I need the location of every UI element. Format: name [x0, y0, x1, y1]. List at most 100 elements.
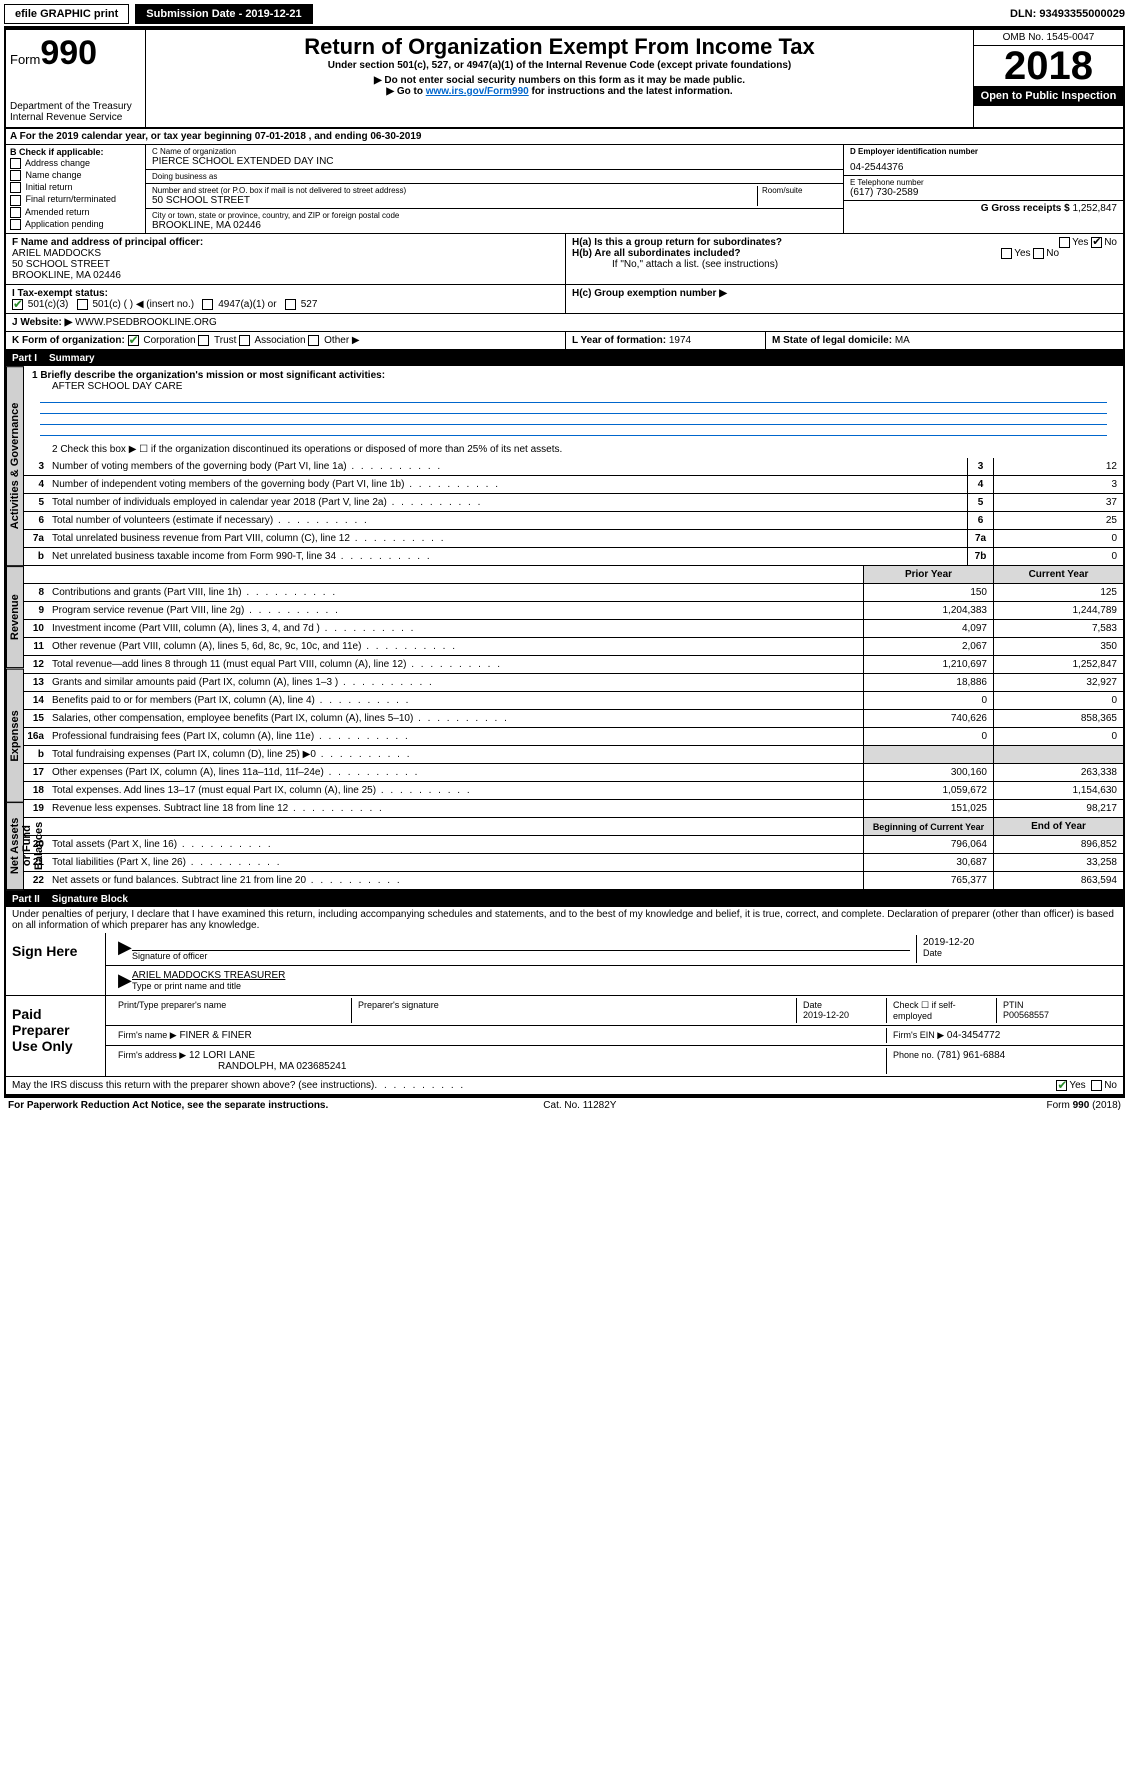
hb-note: If "No," attach a list. (see instruction… [572, 259, 1117, 270]
open-public: Open to Public Inspection [974, 86, 1123, 106]
discuss-yes[interactable] [1056, 1080, 1067, 1091]
addr-label: Number and street (or P.O. box if mail i… [152, 186, 757, 195]
chk-corp[interactable] [128, 335, 139, 346]
firm-name: FINER & FINER [179, 1030, 251, 1041]
form-prefix: Form [10, 52, 40, 67]
domicile: MA [895, 335, 910, 346]
prep-sig-h: Preparer's signature [352, 998, 797, 1023]
footer-right: Form 990 (2018) [1047, 1100, 1121, 1111]
form-org-label: K Form of organization: [12, 335, 125, 346]
chk-501c3[interactable] [12, 299, 23, 310]
efile-button[interactable]: efile GRAPHIC print [4, 4, 129, 24]
chk-final-return[interactable]: Final return/terminated [10, 194, 141, 205]
chk-address-change[interactable]: Address change [10, 158, 141, 169]
box-b-label: B Check if applicable: [10, 147, 141, 157]
sig-date-label: Date [923, 948, 1111, 958]
side-expenses: Expenses [6, 669, 24, 803]
chk-4947[interactable] [202, 299, 213, 310]
irs-label: Internal Revenue Service [10, 112, 141, 123]
tax-status-label: I Tax-exempt status: [12, 288, 108, 299]
officer-addr2: BROOKLINE, MA 02446 [12, 270, 559, 281]
domicile-label: M State of legal domicile: [772, 335, 892, 346]
entity-block: B Check if applicable: Address change Na… [4, 145, 1125, 234]
website-value: WWW.PSEDBROOKLINE.ORG [75, 317, 217, 328]
officer-typed: ARIEL MADDOCKS TREASURER [132, 970, 1111, 981]
chk-assoc[interactable] [239, 335, 250, 346]
footer-left: For Paperwork Reduction Act Notice, see … [8, 1100, 328, 1111]
room-label: Room/suite [762, 186, 837, 195]
chk-app-pending[interactable]: Application pending [10, 219, 141, 230]
submission-date: Submission Date - 2019-12-21 [135, 4, 312, 24]
mission-text: AFTER SCHOOL DAY CARE [32, 381, 1115, 392]
officer-group-row: F Name and address of principal officer:… [4, 234, 1125, 285]
hdr-end: End of Year [993, 818, 1123, 835]
officer-name: ARIEL MADDOCKS [12, 248, 559, 259]
ha-label: H(a) Is this a group return for subordin… [572, 237, 782, 248]
firm-ein: 04-3454772 [947, 1030, 1000, 1041]
side-netassets: Net Assets or Fund Balances [6, 802, 24, 890]
city-label: City or town, state or province, country… [152, 211, 837, 220]
page-footer: For Paperwork Reduction Act Notice, see … [4, 1096, 1125, 1113]
form-number: 990 [40, 34, 97, 72]
top-bar: efile GRAPHIC print Submission Date - 20… [4, 4, 1125, 28]
form-title: Return of Organization Exempt From Incom… [150, 34, 969, 60]
hb-no[interactable] [1033, 248, 1044, 259]
sig-date: 2019-12-20 [923, 937, 1111, 948]
ssn-note: ▶ Do not enter social security numbers o… [150, 75, 969, 86]
chk-527[interactable] [285, 299, 296, 310]
form-subtitle: Under section 501(c), 527, or 4947(a)(1)… [150, 60, 969, 71]
hb-yes[interactable] [1001, 248, 1012, 259]
ein-value: 04-2544376 [850, 162, 1117, 173]
year-formation: 1974 [669, 335, 691, 346]
dept-treasury: Department of the Treasury [10, 101, 141, 112]
ha-yes[interactable] [1059, 237, 1070, 248]
form-header: Form990 Department of the Treasury Inter… [4, 28, 1125, 129]
hc-label: H(c) Group exemption number ▶ [572, 288, 727, 299]
irs-link[interactable]: www.irs.gov/Form990 [426, 86, 529, 97]
ha-no[interactable] [1091, 237, 1102, 248]
perjury-text: Under penalties of perjury, I declare th… [4, 907, 1125, 933]
chk-name-change[interactable]: Name change [10, 170, 141, 181]
org-name-label: C Name of organization [152, 147, 837, 156]
officer-label: F Name and address of principal officer: [12, 237, 559, 248]
prep-name-h: Print/Type preparer's name [112, 998, 352, 1023]
phone-value: (617) 730-2589 [850, 187, 1117, 198]
discuss-no[interactable] [1091, 1080, 1102, 1091]
chk-initial-return[interactable]: Initial return [10, 182, 141, 193]
paid-preparer-label: Paid Preparer Use Only [6, 996, 106, 1076]
hdr-prior: Prior Year [863, 566, 993, 583]
dln: DLN: 93493355000029 [1010, 8, 1125, 20]
ptin-val: P00568557 [1003, 1010, 1049, 1020]
officer-addr1: 50 SCHOOL STREET [12, 259, 559, 270]
sig-officer-label: Signature of officer [132, 951, 910, 961]
side-activities: Activities & Governance [6, 366, 24, 566]
mission-label: 1 Briefly describe the organization's mi… [32, 370, 1115, 381]
firm-city: RANDOLPH, MA 023685241 [118, 1061, 346, 1072]
phoverarching-label: E Telephone number [850, 178, 1117, 187]
goto-post: for instructions and the latest informat… [529, 86, 733, 97]
hdr-curr: Current Year [993, 566, 1123, 583]
website-label: J Website: ▶ [12, 317, 72, 328]
year-formation-label: L Year of formation: [572, 335, 666, 346]
summary-table: Activities & Governance Revenue Expenses… [4, 366, 1125, 892]
gross-label: G Gross receipts $ [981, 203, 1070, 214]
ein-label: D Employer identification number [850, 147, 1117, 156]
chk-501c[interactable] [77, 299, 88, 310]
dba-label: Doing business as [152, 172, 837, 181]
chk-trust[interactable] [198, 335, 209, 346]
firm-phone: (781) 961-6884 [937, 1050, 1005, 1061]
part1-header: Part I Summary [4, 351, 1125, 366]
chk-other[interactable] [308, 335, 319, 346]
sign-here-label: Sign Here [6, 933, 106, 995]
org-city: BROOKLINE, MA 02446 [152, 220, 837, 231]
part2-header: Part IISignature Block [4, 892, 1125, 907]
firm-addr: 12 LORI LANE [189, 1050, 255, 1061]
self-emp[interactable]: Check ☐ if self-employed [887, 998, 997, 1023]
chk-amended[interactable]: Amended return [10, 207, 141, 218]
tax-year: 2018 [974, 46, 1123, 86]
side-revenue: Revenue [6, 566, 24, 668]
org-name: PIERCE SCHOOL EXTENDED DAY INC [152, 156, 837, 167]
discuss-q: May the IRS discuss this return with the… [12, 1080, 374, 1091]
org-address: 50 SCHOOL STREET [152, 195, 757, 206]
hdr-beg: Beginning of Current Year [863, 818, 993, 835]
